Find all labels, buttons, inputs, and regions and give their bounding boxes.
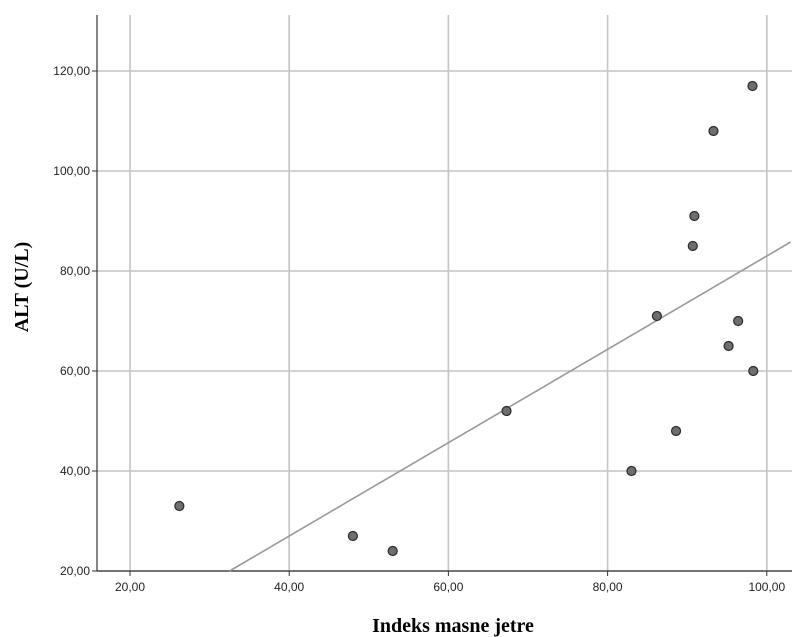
- grid-lines: [97, 15, 792, 572]
- data-point-8: [689, 210, 700, 222]
- data-point-10: [723, 340, 734, 352]
- data-point-13: [748, 365, 759, 377]
- data-point-12: [747, 80, 758, 92]
- y-tick-labels: 20,00 40,00 60,00 80,00 100,00 120,00: [53, 64, 97, 578]
- data-point-3: [501, 405, 512, 417]
- y-tick-label-1: 40,00: [60, 464, 90, 478]
- y-tick-label-2: 60,00: [60, 364, 90, 378]
- y-tick-label-0: 20,00: [60, 564, 90, 578]
- axes: [96, 15, 792, 572]
- data-points: [174, 80, 759, 557]
- data-point-4: [626, 465, 637, 477]
- data-point-2: [387, 545, 398, 557]
- x-tick-labels: 20,00 40,00 60,00 80,00 100,00: [115, 571, 785, 594]
- data-point-6: [670, 425, 682, 437]
- data-point-11: [733, 315, 744, 327]
- x-tick-label-3: 80,00: [593, 580, 623, 594]
- y-tick-label-4: 100,00: [53, 164, 90, 178]
- data-point-1: [347, 530, 358, 542]
- data-point-5: [651, 310, 663, 322]
- y-tick-label-3: 80,00: [60, 264, 90, 278]
- fit-line: [229, 241, 792, 572]
- x-tick-label-0: 20,00: [115, 580, 145, 594]
- x-tick-label-1: 40,00: [274, 580, 304, 594]
- data-point-7: [687, 240, 698, 252]
- fit-line-group: [229, 241, 792, 572]
- x-axis-title: Indeks masne jetre: [372, 615, 534, 637]
- y-tick-label-5: 120,00: [53, 64, 90, 78]
- x-tick-label-4: 100,00: [748, 580, 785, 594]
- data-point-9: [708, 125, 719, 137]
- data-point-0: [174, 500, 185, 512]
- y-axis-title: ALT (U/L): [11, 242, 33, 333]
- x-tick-label-2: 60,00: [433, 580, 463, 594]
